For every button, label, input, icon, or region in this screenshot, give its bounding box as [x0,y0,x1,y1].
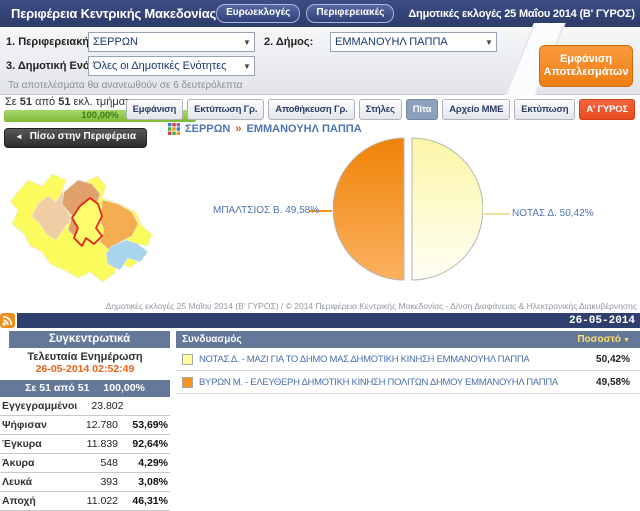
pie-button-active[interactable]: Πίτα [405,99,439,120]
candidate-percent: 49,58% [596,376,630,388]
municipality-select[interactable]: ΕΜΜΑΝΟΥΗΛ ΠΑΠΠΑ ▼ [330,32,497,52]
media-archive-button[interactable]: Αρχείο ΜΜΕ [442,99,511,120]
columns-button[interactable]: Στήλες [358,99,402,120]
stations-summary-bar: Σε 51 από 51 100,00% [0,380,170,397]
pie-label-notas: ΝΟΤΑΣ Δ. 50,42% [512,208,594,219]
regional-unit-value: ΣΕΡΡΩΝ [93,36,138,48]
candidate-percent: 50,42% [596,353,630,365]
summary-row-blank: Λευκά 393 3,08% [0,473,170,492]
breadcrumb-region-link[interactable]: ΣΕΡΡΩΝ [185,123,231,135]
bottom-section: Συγκεντρωτικά Τελευταία Ενημέρωση 26-05-… [0,331,640,511]
results-pie-chart [333,137,483,281]
header-combination[interactable]: Συνδυασμός [182,334,242,345]
show-button[interactable]: Εμφάνιση [125,99,184,120]
result-row-notas: ΝΟΤΑΣ Δ. - ΜΑΖΙ ΓΙΑ ΤΟ ΔΗΜΟ ΜΑΣ ΔΗΜΟΤΙΚΗ… [176,348,640,371]
top-header: Περιφέρεια Κεντρικής Μακεδονίας Ευρωεκλο… [0,0,640,27]
summary-row-valid: Έγκυρα 11.839 92,64% [0,435,170,454]
pie-label-mpaltsios: ΜΠΑΛΤΣΙΟΣ Β. 49,58% [213,205,320,216]
summary-row-registered: Εγγεγραμμένοι 23.802 [0,397,170,416]
header-votes[interactable]: Ψήφοι [630,334,640,345]
filters-panel: 1. Περιφερειακή Ενότ.: ΣΕΡΡΩΝ ▼ 2. Δήμος… [0,23,640,101]
municipal-unit-value: Όλες οι Δημοτικές Ενότητες [93,60,227,72]
back-to-region-button[interactable]: ◄ Πίσω στην Περιφέρεια [4,128,147,148]
summary-row-abstention: Αποχή 11.022 46,31% [0,492,170,511]
back-button-label: Πίσω στην Περιφέρεια [29,131,136,142]
current-date: 26-05-2014 [568,314,635,327]
breadcrumb-municipality-link[interactable]: ΕΜΜΑΝΟΥΗΛ ΠΑΠΠΑ [246,123,362,135]
summary-row-invalid: Άκυρα 548 4,29% [0,454,170,473]
summary-title: Συγκεντρωτικά [9,331,170,348]
chevron-down-icon: ▼ [243,37,251,47]
chevron-down-icon: ▼ [485,37,493,47]
print-chart-button[interactable]: Εκτύπωση Γρ. [187,99,265,120]
date-bar: 26-05-2014 [0,312,640,328]
stations-counted-text: Σε 51 από 51 εκλ. τμήματα [5,96,136,108]
pie-slice-notas [411,137,483,281]
progress-toolbar-row: Σε 51 από 51 εκλ. τμήματα 100,00% Εμφάνι… [0,95,640,125]
municipality-value: ΕΜΜΑΝΟΥΗΛ ΠΑΠΠΑ [335,36,448,48]
show-results-button[interactable]: Εμφάνιση Αποτελεσμάτων [539,45,633,87]
stations-done: 51 [19,96,33,108]
header-percent-sort[interactable]: Ποσοστό ▼ [558,334,630,345]
serres-municipalities-map[interactable] [2,146,162,286]
pie-slice-mpaltsios [333,137,405,281]
stations-total: 51 [58,96,71,108]
map-region-blue[interactable] [105,239,149,271]
regional-unit-select[interactable]: ΣΕΡΡΩΝ ▼ [88,32,255,52]
results-table-header: Συνδυασμός Ποσοστό▼ Ψήφοι [176,331,640,348]
municipal-unit-select[interactable]: Όλες οι Δημοτικές Ενότητες ▼ [88,56,255,76]
refresh-notice: Τα αποτελέσματα θα ανανεωθούν σε 6 δευτε… [8,80,243,91]
candidate-link[interactable]: ΝΟΤΑΣ Δ. - ΜΑΖΙ ΓΙΑ ΤΟ ΔΗΜΟ ΜΑΣ ΔΗΜΟΤΙΚΗ… [199,353,530,365]
color-swatch-orange [182,376,193,388]
candidate-votes: 5.969 [630,354,640,365]
date-strip: 26-05-2014 [17,313,640,328]
last-update-value: 26-05-2014 02:52:49 [35,363,135,375]
candidate-link[interactable]: ΒΥΡΩΝ Μ. - ΕΛΕΥΘΕΡΗ ΔΗΜΟΤΙΚΗ ΚΙΝΗΣΗ ΠΟΛΙ… [199,376,558,388]
pie-callout-line-right [484,213,510,215]
last-update-block: Τελευταία Ενημέρωση 26-05-2014 02:52:49 [0,348,170,380]
stations-summary-percent: 100,00% [103,382,145,394]
header-percent-label: Ποσοστό [577,334,622,345]
show-results-line1: Εμφάνιση [559,53,613,65]
round-a-button[interactable]: Α' ΓΥΡΟΣ [579,99,635,120]
sort-desc-icon: ▼ [623,337,630,344]
breadcrumb: ΣΕΡΡΩΝ » ΕΜΜΑΝΟΥΗΛ ΠΑΠΠΑ [168,123,362,135]
euro-elections-button[interactable]: Ευρωεκλογές [216,4,301,23]
grid-dots-icon [168,123,180,135]
chevron-down-icon: ▼ [243,61,251,71]
municipality-label: 2. Δήμος: [264,36,314,48]
breadcrumb-separator: » [235,123,242,135]
top-nav-group: Ευρωεκλογές Περιφερειακές Δημοτικές εκλο… [216,4,637,23]
results-table: Συνδυασμός Ποσοστό▼ Ψήφοι ΝΟΤΑΣ Δ. - ΜΑΖ… [176,331,640,495]
toolbar: Εμφάνιση Εκτύπωση Γρ. Αποθήκευση Γρ. Στή… [125,99,635,120]
map-region-selected-emmanouil-pappa[interactable] [71,197,103,247]
show-results-line2: Αποτελεσμάτων [543,66,629,78]
rss-icon[interactable] [0,313,15,328]
save-chart-button[interactable]: Αποθήκευση Γρ. [268,99,355,120]
pie-callout-line-left [309,210,332,212]
candidate-votes: 5.870 [630,377,640,388]
chart-area: ΣΕΡΡΩΝ » ΕΜΜΑΝΟΥΗΛ ΠΑΠΠΑ ◄ Πίσω στην Περ… [0,123,640,312]
election-title: Δημοτικές εκλογές 25 Μαΐου 2014 (Β' ΓΥΡΟ… [408,7,635,20]
result-row-vyron: ΒΥΡΩΝ Μ. - ΕΛΕΥΘΕΡΗ ΔΗΜΟΤΙΚΗ ΚΙΝΗΣΗ ΠΟΛΙ… [176,371,640,394]
regional-elections-button[interactable]: Περιφερειακές [306,4,395,23]
print-button[interactable]: Εκτύπωση [514,99,576,120]
summary-sidebar: Συγκεντρωτικά Τελευταία Ενημέρωση 26-05-… [0,331,170,511]
color-swatch-yellow [182,353,193,365]
last-update-label: Τελευταία Ενημέρωση [27,351,143,363]
copyright-note: Δημοτικές εκλογές 25 Μαΐου 2014 (Β' ΓΥΡΟ… [105,301,637,311]
summary-row-voted: Ψήφισαν 12.780 53,69% [0,416,170,435]
page-title: Περιφέρεια Κεντρικής Μακεδονίας [11,6,217,21]
back-arrow-icon: ◄ [15,132,23,141]
stations-summary-text: Σε 51 από 51 [25,382,90,394]
